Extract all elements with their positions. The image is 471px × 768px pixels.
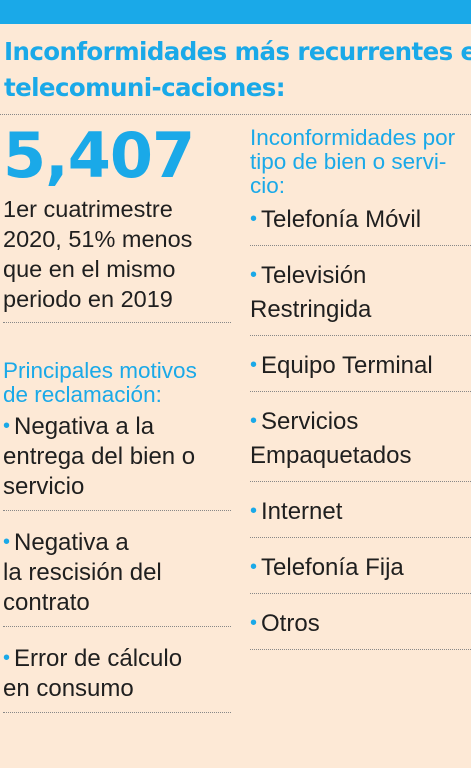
bullet-icon: • xyxy=(250,410,258,432)
motivos-title-line-2: de reclamación: xyxy=(3,382,162,407)
summary-line-2: 2020, 51% menos xyxy=(3,226,193,252)
tipo-item-2-label-1: Televisión xyxy=(261,262,367,289)
motivo-item-1-line-3: servicio xyxy=(3,473,85,500)
motivo-item-3: • Error de cálculo en consumo xyxy=(3,643,231,704)
bullet-icon: • xyxy=(3,531,11,553)
tipo-item-5-label: Internet xyxy=(261,498,343,525)
right-column: Inconformidades por tipo de bien o servi… xyxy=(250,126,471,650)
motivo-item-2-line-1: • Negativa a xyxy=(3,529,129,556)
summary-line-3: que en el mismo xyxy=(3,256,176,282)
bullet-icon: • xyxy=(250,612,258,634)
tipos-title-line-3: cio: xyxy=(250,173,286,198)
tipo-item-6: • Telefonía Fija xyxy=(250,550,471,585)
tipos-title: Inconformidades por tipo de bien o servi… xyxy=(250,126,471,198)
motivo-item-1-line-2: entrega del bien o xyxy=(3,443,196,470)
bullet-icon: • xyxy=(250,208,258,230)
motivo-divider-1 xyxy=(3,510,231,511)
tipo-item-3: • Equipo Terminal xyxy=(250,348,471,383)
tipo-item-5: • Internet xyxy=(250,494,471,529)
tipo-item-3-label: Equipo Terminal xyxy=(261,352,433,379)
tipo-item-4-label-2: Empaquetados xyxy=(250,442,412,469)
motivo-divider-3 xyxy=(3,712,231,713)
motivo-item-3-line-1: • Error de cálculo xyxy=(3,645,183,672)
tipo-divider-7 xyxy=(250,649,471,650)
summary-divider xyxy=(3,322,231,323)
tipos-title-line-1: Inconformidades por xyxy=(250,125,456,150)
top-color-bar xyxy=(0,0,471,24)
headline-line-2: telecomuni-caciones: xyxy=(4,73,286,102)
tipo-divider-2 xyxy=(250,335,471,336)
tipo-item-1: • Telefonía Móvil xyxy=(250,202,471,237)
tipo-item-1-label: Telefonía Móvil xyxy=(261,206,422,233)
tipo-divider-6 xyxy=(250,593,471,594)
bullet-icon: • xyxy=(250,556,258,578)
tipo-divider-5 xyxy=(250,537,471,538)
motivos-title-line-1: Principales motivos xyxy=(3,358,197,383)
summary-line-1: 1er cuatrimestre xyxy=(3,196,173,222)
motivo-item-1: • Negativa a la entrega del bien o servic… xyxy=(3,411,231,502)
bullet-icon: • xyxy=(250,264,258,286)
left-column: 5,407 1er cuatrimestre 2020, 51% menos q… xyxy=(3,120,231,713)
bullet-icon: • xyxy=(3,415,11,437)
tipo-item-6-label: Telefonía Fija xyxy=(261,554,404,581)
motivo-item-2: • Negativa a la rescisión del contrato xyxy=(3,527,231,618)
motivo-item-3-line-2: en consumo xyxy=(3,675,134,702)
tipo-item-4-label-1: Servicios xyxy=(261,408,359,435)
tipo-item-2: • Televisión Restringida xyxy=(250,258,471,327)
motivo-divider-2 xyxy=(3,626,231,627)
tipo-divider-4 xyxy=(250,481,471,482)
motivo-item-2-line-2: la rescisión del xyxy=(3,559,162,586)
summary-text: 1er cuatrimestre 2020, 51% menos que en … xyxy=(3,194,231,314)
bullet-icon: • xyxy=(250,500,258,522)
tipo-item-7-label: Otros xyxy=(261,610,320,637)
motivo-item-1-line-1: • Negativa a la xyxy=(3,413,155,440)
headline-line-1: Inconformidades más recurrentes en xyxy=(4,37,471,66)
tipo-item-7: • Otros xyxy=(250,606,471,641)
bullet-icon: • xyxy=(3,647,11,669)
tipo-item-2-label-2: Restringida xyxy=(250,296,372,323)
tipo-item-4: • Servicios Empaquetados xyxy=(250,404,471,473)
summary-line-4: periodo en 2019 xyxy=(3,286,173,312)
headline-divider xyxy=(0,114,471,115)
tipo-divider-1 xyxy=(250,245,471,246)
headline: Inconformidades más recurrentes en telec… xyxy=(4,34,471,106)
motivo-item-2-line-3: contrato xyxy=(3,589,90,616)
motivos-title: Principales motivos de reclamación: xyxy=(3,359,231,407)
tipo-divider-3 xyxy=(250,391,471,392)
total-complaints-number: 5,407 xyxy=(3,119,195,192)
tipos-title-line-2: tipo de bien o servi- xyxy=(250,149,447,174)
bullet-icon: • xyxy=(250,354,258,376)
